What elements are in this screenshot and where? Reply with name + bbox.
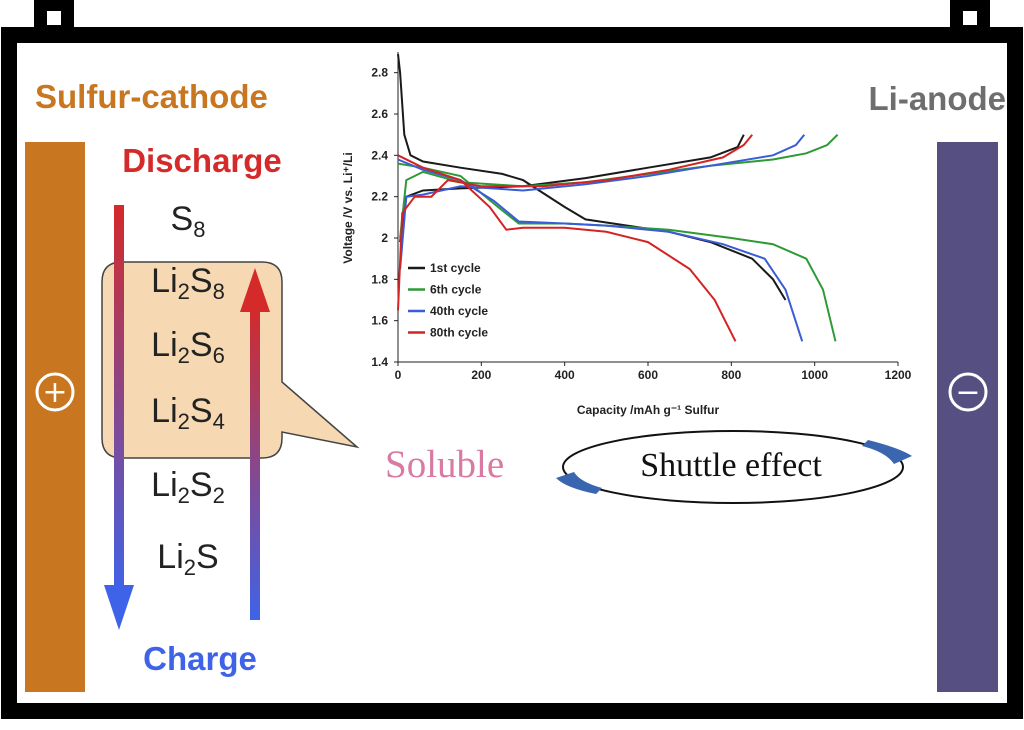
legend-label-80th-cycle: 80th cycle	[430, 326, 488, 340]
soluble-label: Soluble	[385, 443, 505, 486]
species-li2s6: Li2S6	[151, 326, 225, 368]
shuttle-arrow-right-icon	[862, 440, 912, 464]
chart-x-tick-label: 1000	[801, 368, 828, 382]
plus-symbol: +	[42, 375, 67, 410]
species-li2s8: Li2S8	[151, 262, 225, 304]
chart-y-tick-label: 1.6	[371, 314, 388, 328]
legend-label-6th-cycle: 6th cycle	[430, 283, 482, 297]
battery-terminal-left-hole	[47, 11, 61, 25]
charge-label: Charge	[143, 640, 257, 677]
discharge-arrow-shaft	[114, 205, 124, 595]
species-s8: S8	[170, 200, 206, 242]
chart-x-tick-label: 400	[555, 368, 575, 382]
chart-y-tick-label: 1.4	[371, 355, 388, 369]
plus-circle-icon	[35, 372, 75, 412]
chart-y-tick-label: 2.6	[371, 107, 388, 121]
discharge-arrowhead-icon	[104, 585, 134, 630]
cathode-bar	[25, 142, 85, 692]
species-li2s2: Li2S2	[151, 466, 225, 508]
chart-x-tick-label: 600	[638, 368, 658, 382]
chart-x-tick-label: 800	[721, 368, 741, 382]
chart-y-tick-label: 2.4	[371, 148, 388, 162]
chart-x-axis-label: Capacity /mAh g⁻¹ Sulfur	[577, 403, 720, 417]
chart-y-tick-label: 1.8	[371, 272, 388, 286]
chart-lines	[397, 53, 839, 342]
chart-x-tick-label: 1200	[885, 368, 912, 382]
charge-arrow-shaft	[250, 305, 260, 620]
chart-tick-labels: 0 200 400 600 800 1000 1200 1.4 1.6 1.8 2 2.2 2.4 2.6…	[371, 66, 911, 382]
chart-y-tick-label: 2	[381, 231, 388, 245]
minus-circle-icon	[948, 372, 988, 412]
minus-symbol: −	[955, 375, 980, 410]
chart-x-tick-label: 0	[395, 368, 402, 382]
series-40th-cycle-charge	[399, 134, 806, 270]
shuttle-effect-label: Shuttle effect	[640, 447, 822, 484]
shuttle-ellipse	[562, 430, 904, 504]
shuttle-arrow-left-icon	[556, 472, 602, 494]
series-1st-cycle-discharge	[397, 53, 787, 301]
cathode-title: Sulfur-cathode	[35, 78, 268, 115]
discharge-label: Discharge	[122, 142, 282, 179]
species-li2s4: Li2S4	[151, 392, 225, 434]
anode-title: Li-anode	[868, 80, 1007, 117]
battery-terminal-right-hole	[963, 11, 977, 25]
series-1st-cycle-charge	[399, 134, 745, 243]
chart-axes	[394, 52, 899, 366]
series-80th-cycle-discharge	[397, 154, 737, 342]
legend-label-1st-cycle: 1st cycle	[430, 261, 481, 275]
species-li2s: Li2S	[157, 538, 219, 580]
series-80th-cycle-charge	[397, 134, 753, 311]
anode-bar	[937, 142, 998, 692]
voltage-capacity-chart: 0 200 400 600 800 1000 1200 1.4 1.6 1.8 2 2.2 2.4 2.6…	[341, 52, 912, 417]
legend-label-40th-cycle: 40th cycle	[430, 304, 488, 318]
chart-legend: 1st cycle 6th cycle 40th cycle 80th cycle	[408, 261, 488, 340]
chart-x-tick-label: 200	[471, 368, 491, 382]
chart-y-tick-label: 2.2	[371, 190, 388, 204]
charge-arrowhead-icon	[240, 268, 270, 312]
soluble-callout-box	[101, 261, 360, 459]
chart-y-axis-label: Voltage /V vs. Li⁺/Li	[341, 152, 355, 263]
chart-y-tick-label: 2.8	[371, 66, 388, 80]
